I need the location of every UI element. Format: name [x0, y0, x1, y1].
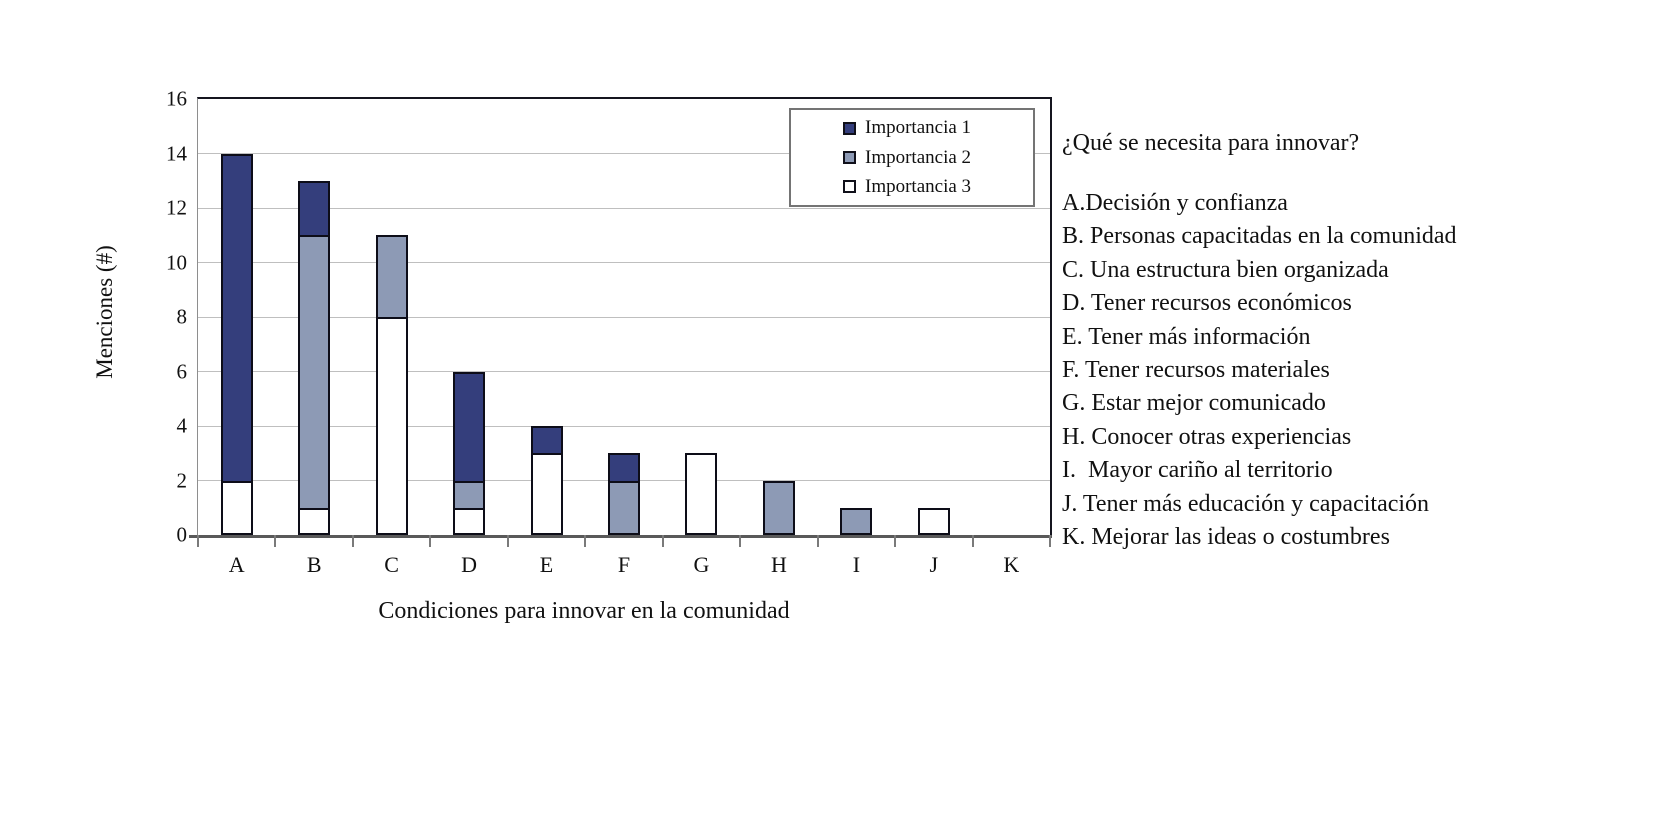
- x-axis-line: [189, 535, 1052, 538]
- side-item-k: K. Mejorar las ideas o costumbres: [1062, 524, 1390, 551]
- legend-label: Importancia 3: [865, 175, 972, 197]
- bar-segment-h-importancia-2: [762, 480, 795, 535]
- category-boundary-tick: [1049, 535, 1051, 547]
- bar-segment-d-importancia-1: [453, 371, 486, 483]
- x-category-label-d: D: [461, 552, 478, 577]
- y-tick-label-4: 4: [176, 413, 188, 438]
- bar-segment-d-importancia-2: [453, 480, 486, 510]
- x-category-label-e: E: [539, 552, 554, 577]
- bar-segment-a-importancia-3: [220, 480, 253, 535]
- side-item-h: H. Conocer otras experiencias: [1062, 423, 1352, 450]
- y-tick-label-0: 0: [176, 522, 188, 547]
- x-category-label-k: K: [1003, 552, 1020, 577]
- category-boundary-tick: [816, 535, 819, 547]
- category-boundary-tick: [351, 535, 354, 547]
- category-boundary-tick: [429, 535, 432, 547]
- plot-area: 0 2 4 6 8 10 12 14 16 A B C D E F G H I J K: [166, 87, 1052, 577]
- gridline-12: [198, 207, 1050, 209]
- side-item-j: J. Tener más educación y capacitación: [1062, 490, 1430, 517]
- gridline-10: [198, 262, 1050, 263]
- category-boundary-tick: [971, 535, 974, 547]
- legend-label: Importancia 1: [865, 117, 972, 139]
- bar-segment-a-importancia-1: [220, 153, 253, 483]
- y-tick-label-8: 8: [176, 304, 188, 329]
- side-item-i: I. Mayor cariño al territorio: [1062, 457, 1333, 484]
- bar-segment-c-importancia-2: [375, 235, 408, 319]
- bar-segment-i-importancia-2: [840, 507, 873, 535]
- legend-item-1: Importancia 1: [843, 117, 1033, 139]
- side-item-g: G. Estar mejor comunicado: [1062, 390, 1326, 417]
- x-category-label-b: B: [306, 552, 322, 577]
- y-tick-label-14: 14: [166, 141, 187, 165]
- legend-item-2: Importancia 2: [843, 147, 1033, 169]
- legend-swatch-icon: [843, 151, 856, 164]
- bar-segment-c-importancia-3: [375, 317, 408, 535]
- legend-item-3: Importancia 3: [843, 176, 1033, 198]
- side-item-a: A.Decisión y confianza: [1062, 190, 1288, 216]
- side-item-b: B. Personas capacitadas en la comunidad: [1062, 223, 1457, 250]
- x-category-label-f: F: [617, 552, 631, 577]
- x-axis-title: Condiciones para innovar en la comunidad: [378, 598, 790, 624]
- side-item-c: C. Una estructura bien organizada: [1062, 256, 1389, 283]
- x-category-label-a: A: [228, 552, 245, 577]
- bar-segment-b-importancia-2: [298, 235, 331, 510]
- y-tick-label-10: 10: [166, 250, 187, 274]
- category-boundary-tick: [584, 535, 587, 547]
- y-axis-title: Menciones (#): [92, 245, 117, 379]
- category-boundary-tick: [506, 535, 509, 547]
- x-category-label-g: G: [693, 552, 710, 577]
- bar-segment-b-importancia-3: [298, 507, 331, 535]
- category-boundary-tick: [739, 535, 742, 547]
- side-item-f: F. Tener recursos materiales: [1062, 357, 1330, 384]
- bar-segment-e-importancia-1: [530, 426, 563, 456]
- legend-label: Importancia 2: [865, 146, 972, 168]
- side-panel-list: A.Decisión y confianza B. Personas capaci…: [1062, 187, 1457, 554]
- gridline-4: [198, 425, 1050, 427]
- gridline-14: [198, 153, 1050, 154]
- x-category-label-c: C: [384, 552, 399, 577]
- category-boundary-tick: [197, 535, 199, 547]
- bar-segment-g-importancia-3: [685, 453, 718, 535]
- x-category-label-i: I: [852, 552, 861, 577]
- side-item-d: D. Tener recursos económicos: [1062, 290, 1352, 317]
- legend-swatch-icon: [843, 121, 856, 135]
- category-boundary-tick: [274, 535, 277, 547]
- bar-segment-e-importancia-3: [530, 453, 563, 535]
- y-tick-label-16: 16: [166, 86, 187, 111]
- side-item-e: E. Tener más información: [1062, 323, 1311, 350]
- bar-segment-d-importancia-3: [453, 507, 486, 535]
- bar-segment-b-importancia-1: [298, 180, 331, 238]
- legend-swatch-icon: [843, 180, 856, 194]
- y-tick-label-12: 12: [166, 195, 187, 220]
- x-category-label-j: J: [929, 552, 939, 577]
- bar-segment-j-importancia-3: [917, 507, 950, 535]
- bar-segment-f-importancia-1: [608, 453, 640, 483]
- gridline-6: [198, 371, 1050, 372]
- category-boundary-tick: [894, 535, 897, 547]
- bar-segment-f-importancia-2: [608, 480, 640, 535]
- category-boundary-tick: [661, 535, 664, 547]
- legend: Importancia 1 Importancia 2 Importancia 3: [789, 108, 1035, 207]
- gridline-8: [198, 316, 1050, 318]
- side-panel-title: ¿Qué se necesita para innovar?: [1062, 130, 1360, 156]
- y-tick-label-2: 2: [176, 468, 188, 492]
- x-category-label-h: H: [770, 552, 787, 577]
- y-tick-label-6: 6: [176, 359, 188, 383]
